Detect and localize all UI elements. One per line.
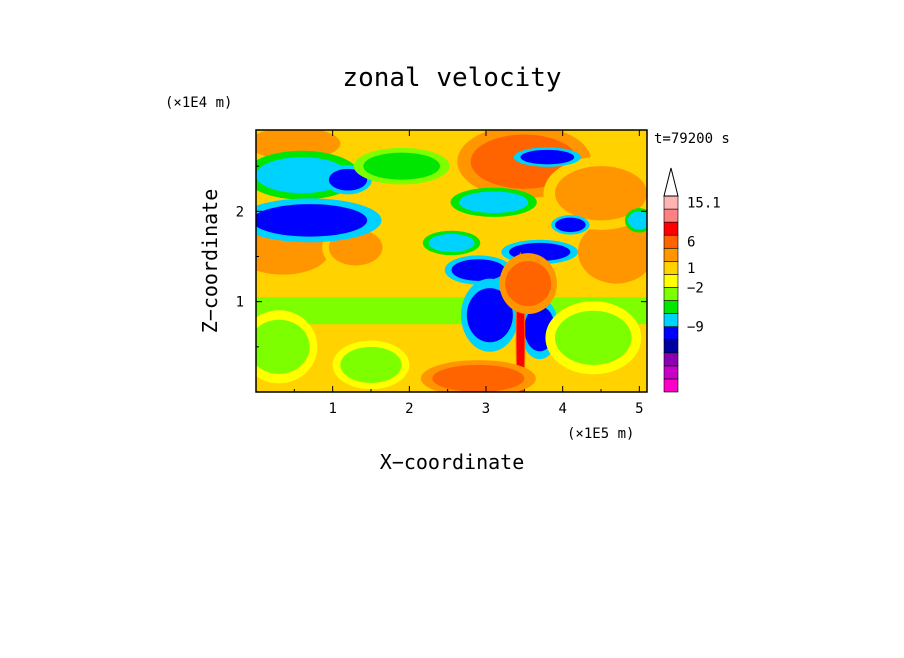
y-axis-ticks: 12 bbox=[236, 165, 647, 348]
contour-field bbox=[256, 130, 647, 392]
field-feature bbox=[555, 310, 632, 365]
field-feature bbox=[363, 152, 440, 180]
field-feature bbox=[578, 220, 647, 284]
field-feature bbox=[466, 288, 513, 343]
colorbar-level bbox=[663, 287, 679, 301]
colorbar-level bbox=[663, 195, 679, 210]
field-feature bbox=[451, 259, 506, 281]
colorbar-label: 1 bbox=[687, 261, 695, 277]
x-tick-label: 2 bbox=[405, 401, 413, 417]
plot-frame bbox=[255, 129, 648, 393]
y-axis-label: Z−coordinate bbox=[198, 189, 222, 334]
colorbar-level bbox=[663, 378, 679, 393]
x-tick-label: 3 bbox=[482, 401, 490, 417]
colorbar-level bbox=[663, 326, 679, 341]
colorbar-level bbox=[663, 339, 679, 354]
field-feature bbox=[328, 168, 368, 191]
x-tick-label: 5 bbox=[635, 401, 643, 417]
field-feature bbox=[555, 217, 586, 233]
colorbar-label: 6 bbox=[687, 235, 695, 251]
x-axis-label: X−coordinate bbox=[380, 450, 525, 474]
colorbar-level bbox=[663, 261, 679, 275]
colorbar-level bbox=[663, 300, 679, 314]
field-feature bbox=[520, 149, 575, 165]
field-feature bbox=[256, 204, 368, 237]
colorbar-label: −2 bbox=[687, 280, 704, 296]
colorbar-level bbox=[663, 313, 679, 327]
y-tick-label: 1 bbox=[236, 295, 244, 311]
y-scale-label: (×1E4 m) bbox=[165, 95, 232, 111]
colorbar: 15.1 6 1 −2 −9 bbox=[663, 167, 721, 393]
colorbar-level bbox=[663, 274, 679, 288]
field-feature bbox=[505, 261, 552, 307]
colorbar-label: 15.1 bbox=[687, 196, 721, 212]
field-feature bbox=[627, 211, 647, 230]
field-feature bbox=[432, 364, 525, 392]
x-axis-ticks: 1 2 3 4 5 bbox=[293, 130, 644, 417]
x-scale-label: (×1E5 m) bbox=[567, 426, 634, 442]
x-tick-label: 1 bbox=[328, 401, 336, 417]
colorbar-level bbox=[663, 221, 679, 236]
x-tick-label: 4 bbox=[558, 401, 566, 417]
field-feature bbox=[428, 233, 475, 252]
field-feature bbox=[340, 346, 402, 383]
colorbar-level bbox=[663, 365, 679, 380]
field-feature bbox=[256, 319, 310, 374]
chart-title: zonal velocity bbox=[342, 63, 561, 93]
colorbar-level bbox=[663, 208, 679, 223]
colorbar-level bbox=[663, 234, 679, 249]
field-feature bbox=[256, 157, 348, 194]
colorbar-arrow bbox=[663, 167, 679, 197]
colorbar-label: −9 bbox=[687, 320, 704, 336]
colorbar-level bbox=[663, 352, 679, 367]
field-feature bbox=[459, 191, 529, 214]
y-tick-label: 2 bbox=[236, 204, 244, 220]
field-feature bbox=[555, 166, 647, 221]
time-label: t=79200 s bbox=[654, 131, 730, 147]
colorbar-level bbox=[663, 247, 679, 262]
